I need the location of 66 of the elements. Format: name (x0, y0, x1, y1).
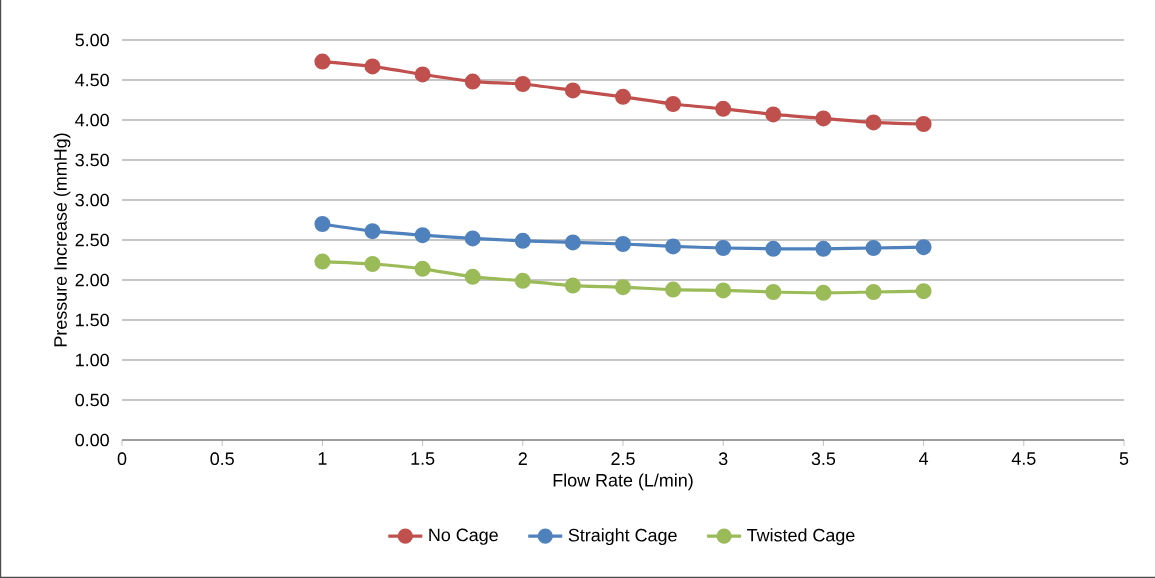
y-tick-label: 2.00 (75, 273, 109, 287)
point (915, 116, 932, 133)
point (865, 284, 882, 300)
legend-label: No Cage (429, 528, 498, 545)
point (514, 272, 531, 289)
point (915, 239, 932, 256)
legend-label: Straight Cage (568, 528, 677, 546)
point (615, 236, 632, 253)
x-tick-label: 1.5 (411, 452, 435, 465)
point (514, 232, 531, 249)
x-tick-label: 2 (518, 452, 527, 465)
point (314, 216, 331, 233)
point (364, 58, 381, 75)
point (865, 240, 882, 257)
x-tick-label: 4.5 (1011, 452, 1036, 465)
legend-label: Twisted Cage (747, 528, 855, 546)
x-tick-label: 1 (318, 452, 327, 465)
point (665, 238, 682, 255)
y-tick-label: 3.50 (75, 153, 109, 167)
x-tick-label: 0 (117, 452, 127, 466)
point (865, 114, 882, 131)
y-tick-label: 0.00 (75, 433, 109, 447)
point (715, 100, 732, 117)
point (815, 110, 832, 127)
y-tick-label: 5.00 (75, 33, 109, 47)
y-tick-label: 0.50 (75, 393, 109, 407)
y-axis-title: Pressure Increase (mmHg) (53, 133, 71, 347)
point (414, 227, 431, 244)
point (665, 96, 682, 113)
y-tick-label: 2.50 (75, 233, 109, 247)
point (715, 282, 732, 299)
point (464, 268, 481, 285)
point (615, 279, 632, 296)
point (915, 283, 932, 300)
point (564, 82, 581, 99)
y-tick-label: 1.00 (76, 353, 109, 367)
point (514, 76, 531, 93)
y-tick-label: 4.50 (75, 73, 109, 87)
point (414, 260, 431, 277)
point (414, 66, 431, 83)
point (464, 73, 481, 90)
point (765, 106, 782, 123)
point (765, 240, 782, 257)
point (464, 230, 481, 247)
point (314, 253, 331, 270)
y-tick-label: 3.00 (75, 193, 109, 207)
point (715, 240, 732, 257)
point (815, 284, 832, 301)
x-axis-title: Flow Rate (L/min) (553, 473, 693, 491)
point (564, 277, 581, 294)
x-tick-label: 2.5 (611, 452, 635, 466)
point (314, 53, 331, 70)
y-tick-label: 1.50 (76, 313, 109, 327)
x-tick-label: 0.5 (210, 452, 234, 466)
point (364, 256, 381, 273)
x-tick-label: 3 (718, 452, 728, 466)
point (815, 240, 832, 257)
point (615, 88, 632, 105)
point (765, 284, 782, 300)
point (665, 281, 682, 298)
point (564, 234, 581, 251)
point (364, 223, 381, 240)
y-tick-label: 4.00 (75, 113, 109, 127)
x-tick-label: 5 (1119, 452, 1129, 465)
x-tick-label: 4 (919, 452, 929, 465)
x-tick-label: 3.5 (811, 452, 836, 466)
